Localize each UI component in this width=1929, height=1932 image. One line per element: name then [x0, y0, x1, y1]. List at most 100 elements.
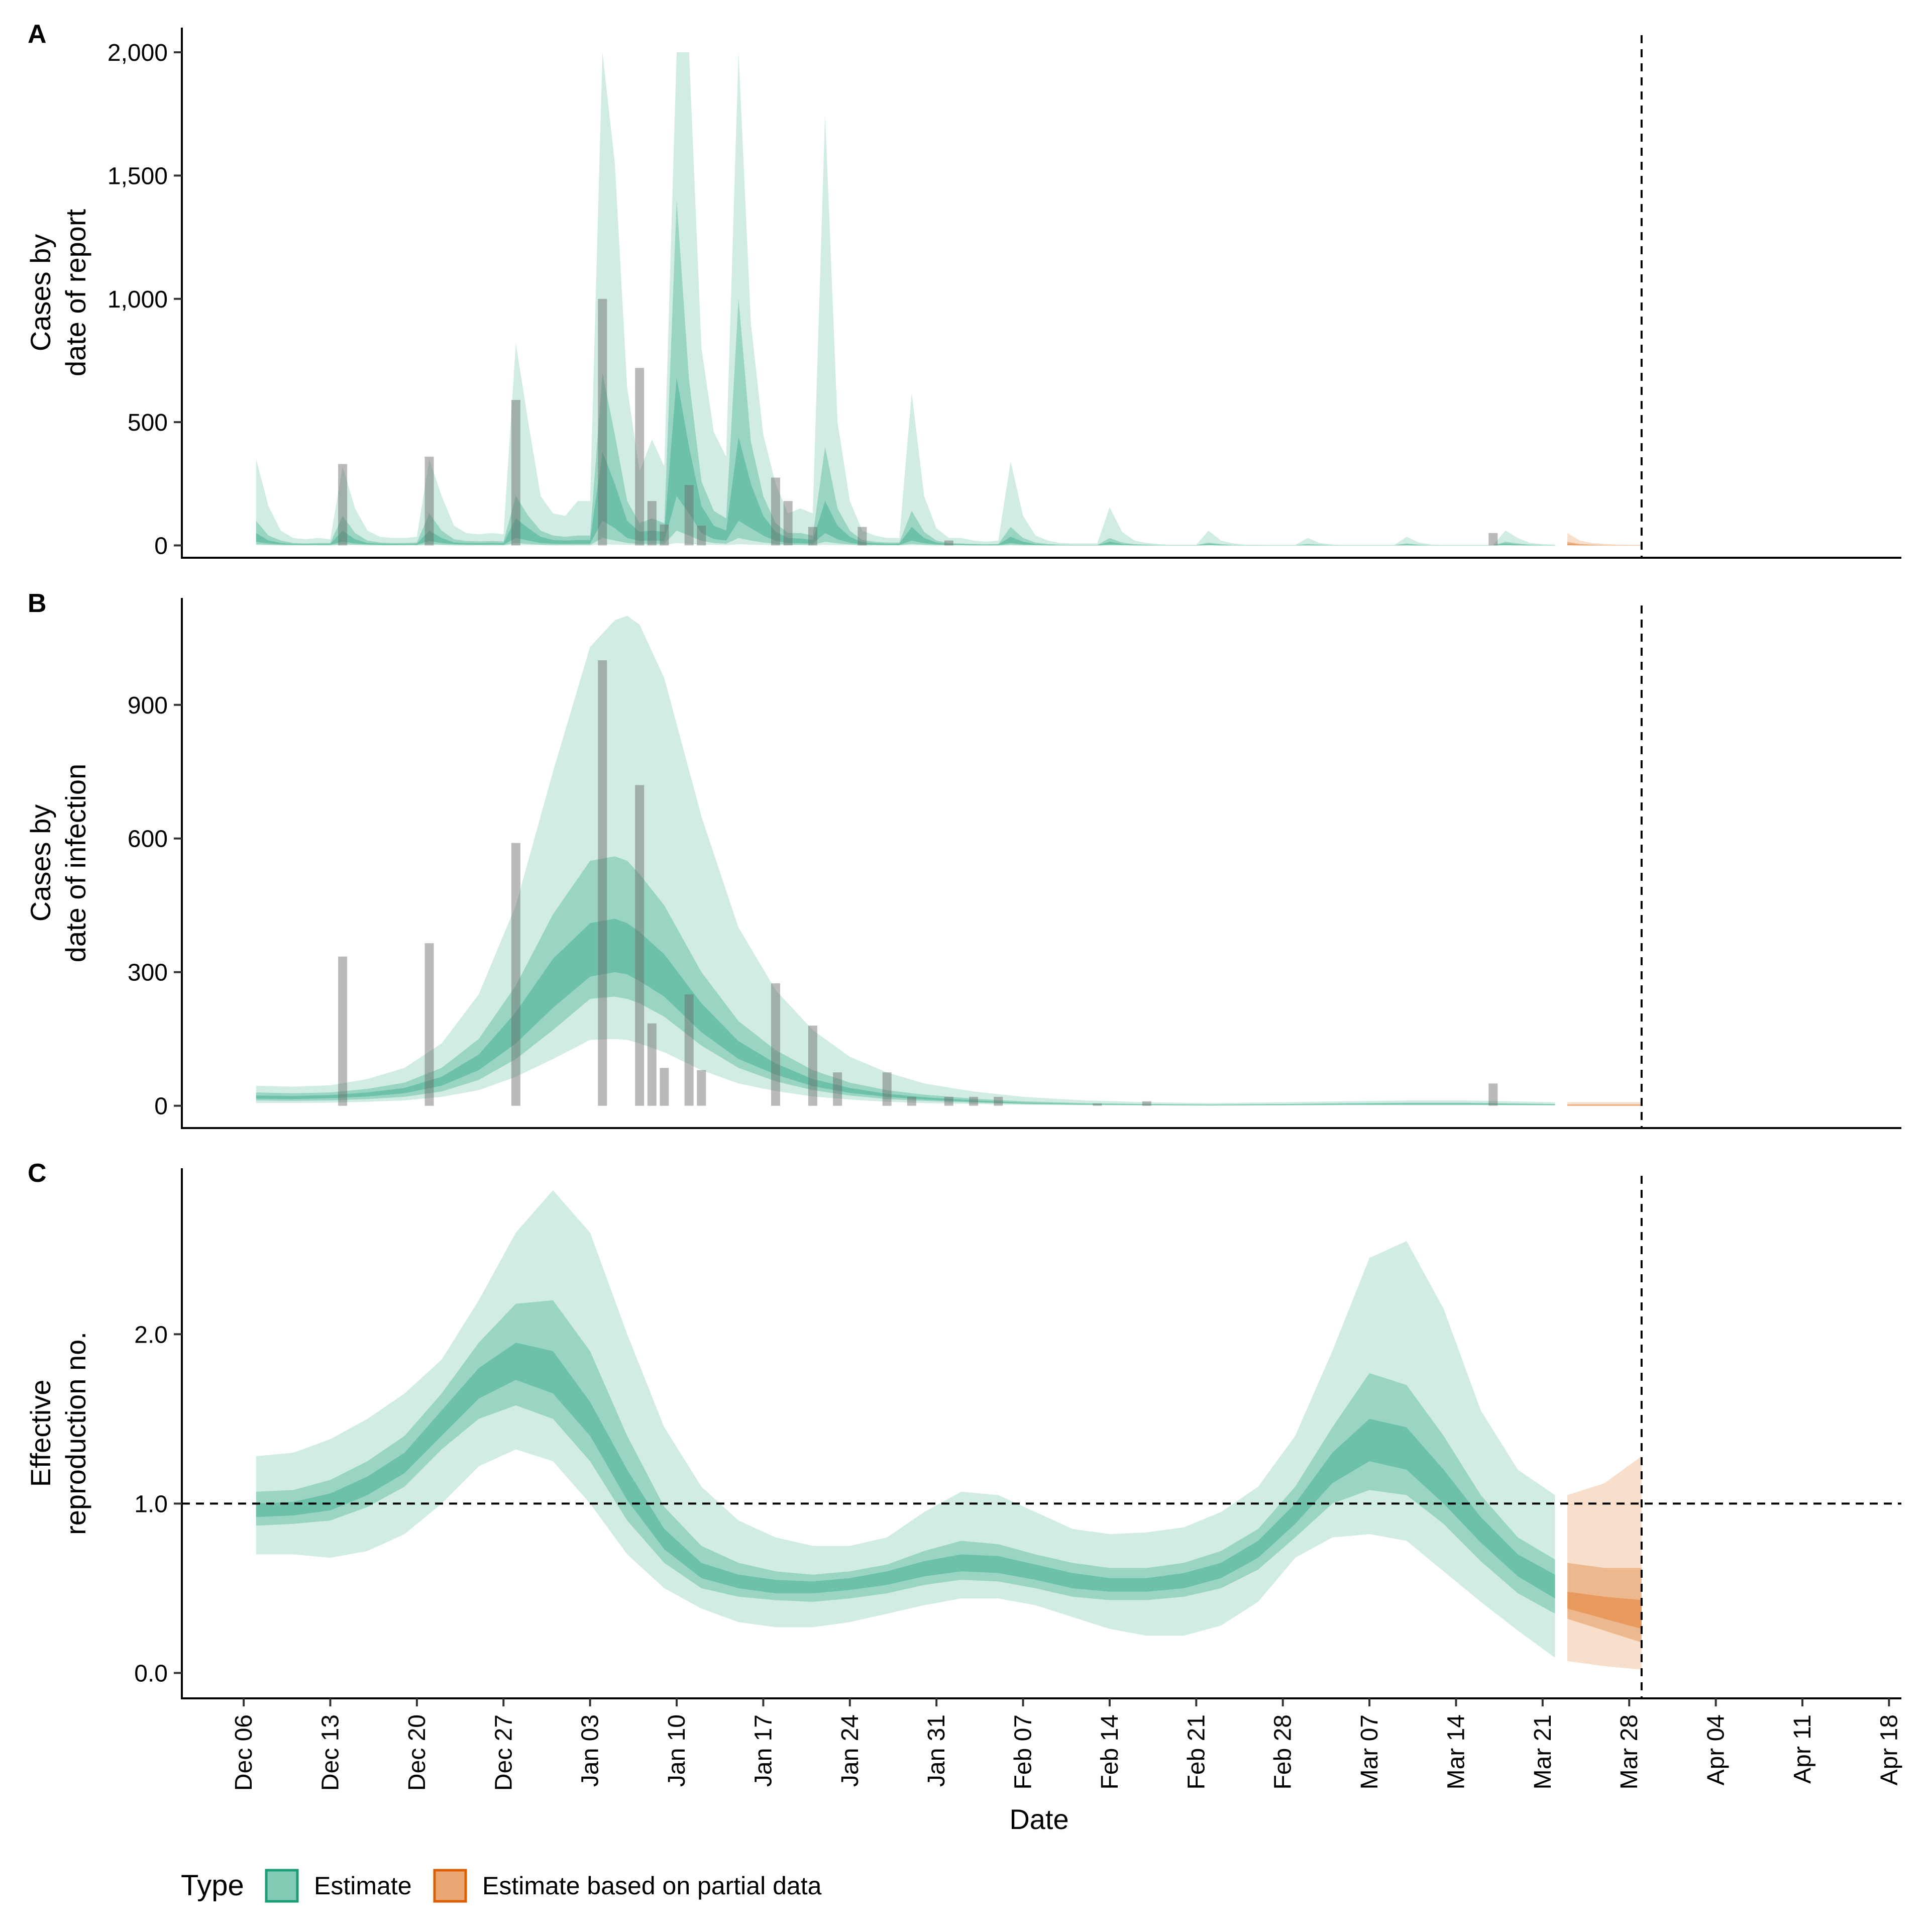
observed-cases-bar: [647, 501, 657, 546]
y-tick-label: 1,000: [108, 286, 168, 313]
observed-cases-bar: [771, 983, 780, 1106]
partial-band-50: [1567, 542, 1642, 546]
observed-cases-bar: [660, 524, 669, 546]
legend-label-estimate: Estimate: [314, 1872, 412, 1900]
partial-band-90: [1567, 1456, 1642, 1670]
observed-cases-bar: [1093, 1103, 1102, 1106]
observed-cases-bar: [598, 660, 607, 1106]
y-tick-label: 0.0: [134, 1660, 168, 1687]
observed-cases-bar: [783, 501, 793, 546]
estimate-band-90: [256, 616, 1555, 1106]
observed-cases-bar: [833, 1072, 842, 1106]
legend-key-estimate: [265, 1869, 299, 1903]
observed-cases-bar: [808, 527, 817, 546]
observed-cases-bar: [598, 298, 607, 546]
x-tick-label: Feb 14: [1097, 1714, 1123, 1789]
estimate-band-50: [256, 1300, 1555, 1614]
panel-c: 0.0 1.0 2.0 Effective reproduction no. C Dec 0…: [25, 1159, 1902, 1835]
x-tick-label: Dec 06: [231, 1714, 257, 1791]
legend-label-partial: Estimate based on partial data: [482, 1872, 822, 1900]
legend-title: Type: [181, 1869, 244, 1902]
y-tick-label: 0: [154, 1093, 168, 1120]
observed-cases-bar: [697, 526, 706, 546]
y-tick-label: 2,000: [108, 40, 168, 66]
observed-cases-bar: [647, 1023, 657, 1106]
x-tick-label: Mar 14: [1443, 1714, 1469, 1789]
x-tick-label: Apr 11: [1789, 1714, 1816, 1784]
observed-cases-bar: [944, 1096, 953, 1106]
observed-cases-bar: [511, 400, 520, 546]
observed-cases-bar: [1488, 533, 1498, 546]
partial-band-90: [1567, 1102, 1642, 1106]
observed-cases-bar: [635, 368, 645, 546]
estimate-band-90: [256, 1190, 1555, 1658]
y-axis-title-line: date of infection: [60, 764, 91, 962]
y-axis-title-line: date of report: [60, 209, 91, 377]
observed-cases-bar: [858, 527, 867, 546]
legend: Type Estimate Estimate based on partial …: [181, 1869, 822, 1903]
y-axis-title-line: Effective: [25, 1380, 56, 1487]
x-tick-label: Dec 20: [404, 1714, 431, 1791]
y-tick-label: 600: [128, 826, 168, 853]
observed-cases-bar: [338, 956, 348, 1106]
y-tick-label: 500: [128, 410, 168, 436]
observed-cases-bar: [969, 1096, 979, 1106]
y-tick-label: 1,500: [108, 163, 168, 189]
y-axis-title: Cases by date of report: [25, 209, 91, 377]
observed-cases-bar: [424, 456, 434, 546]
x-tick-label: Jan 17: [750, 1714, 777, 1787]
panel-tag: B: [28, 589, 47, 618]
x-tick-label: Jan 10: [664, 1714, 690, 1787]
partial-band-90: [1567, 533, 1642, 546]
y-axis-title-line: Cases by: [25, 804, 56, 922]
y-tick-label: 2.0: [134, 1321, 168, 1348]
observed-cases-bar: [882, 1072, 892, 1106]
observed-cases-bar: [511, 843, 520, 1106]
observed-cases-bar: [1488, 1083, 1498, 1106]
estimate-band-20: [256, 919, 1555, 1105]
x-tick-label: Apr 18: [1876, 1714, 1902, 1785]
estimate-band-20: [256, 1343, 1555, 1599]
legend-key-partial: [433, 1869, 467, 1903]
y-tick-label: 0: [154, 533, 168, 559]
observed-cases-bar: [684, 485, 694, 546]
y-axis-title-line: Cases by: [25, 234, 56, 351]
observed-cases-bar: [994, 1096, 1003, 1106]
observed-cases-bar: [684, 994, 694, 1106]
panel-a: 0 500 1,000 1,500 2,000 Cases by date of repor…: [25, 20, 1901, 559]
estimate-band-50: [256, 856, 1555, 1105]
x-tick-label: Mar 28: [1616, 1714, 1643, 1789]
x-axis-title: Date: [1009, 1803, 1068, 1835]
observed-cases-bar: [771, 477, 780, 546]
x-tick-label: Feb 21: [1183, 1714, 1210, 1789]
observed-cases-bar: [697, 1070, 706, 1106]
observed-cases-bar: [424, 943, 434, 1106]
x-tick-label: Mar 21: [1530, 1714, 1556, 1789]
x-tick-label: Feb 28: [1270, 1714, 1297, 1789]
observed-cases-bar: [808, 1026, 817, 1106]
y-axis-title: Effective reproduction no.: [25, 1332, 91, 1535]
partial-band-20: [1567, 543, 1642, 546]
panel-b: 0 300 600 900 Cases by date of infection B: [25, 589, 1901, 1129]
observed-cases-bar: [660, 1068, 669, 1106]
y-tick-label: 1.0: [134, 1491, 168, 1517]
estimate-band-90: [256, 52, 1555, 546]
y-axis-title: Cases by date of infection: [25, 764, 91, 962]
observed-cases-bar: [944, 540, 953, 546]
partial-band-50: [1567, 1104, 1642, 1106]
y-tick-label: 900: [128, 692, 168, 719]
panel-tag: A: [28, 20, 47, 49]
y-tick-label: 300: [128, 960, 168, 986]
x-tick-label: Jan 24: [837, 1714, 864, 1787]
panel-tag: C: [28, 1159, 47, 1188]
y-axis-title-line: reproduction no.: [60, 1332, 91, 1535]
partial-band-50: [1567, 1563, 1642, 1643]
x-tick-label: Mar 07: [1356, 1714, 1383, 1789]
x-tick-label: Dec 27: [490, 1714, 517, 1791]
x-tick-label: Feb 07: [1010, 1714, 1037, 1789]
observed-cases-bar: [338, 464, 348, 546]
observed-cases-bar: [907, 1096, 916, 1106]
